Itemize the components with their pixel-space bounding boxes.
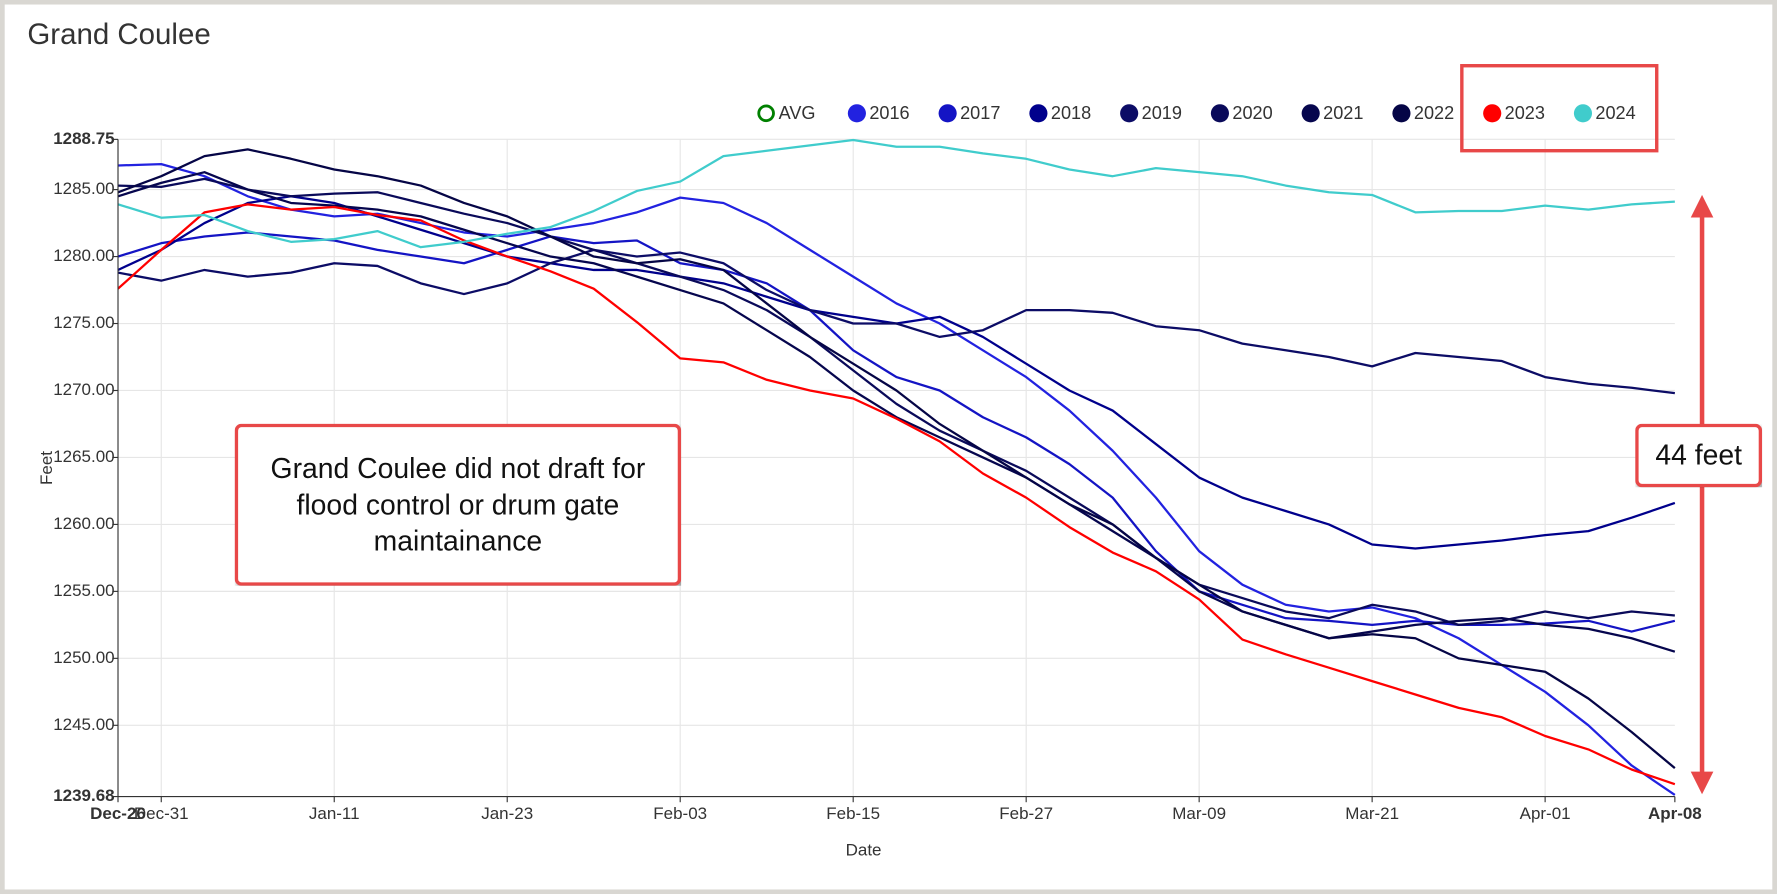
range-box: 44 feet — [1635, 423, 1763, 488]
legend-label: 2020 — [1232, 103, 1272, 123]
legend-marker — [1392, 104, 1411, 123]
x-tick-label: Feb-03 — [653, 804, 707, 823]
x-tick-label: Apr-08 — [1648, 804, 1702, 823]
legend-marker — [847, 104, 866, 123]
legend-label: 2023 — [1505, 103, 1545, 123]
legend-marker — [1301, 104, 1320, 123]
highlight-box — [1460, 64, 1659, 153]
legend-label: 2019 — [1142, 103, 1182, 123]
y-tick-label: 1285.00 — [53, 179, 114, 198]
series-line — [118, 203, 1676, 786]
series-line — [118, 171, 1676, 653]
y-tick-label: 1260.00 — [53, 514, 114, 533]
y-tick-label: 1288.75 — [53, 129, 114, 148]
x-tick-label: Jan-11 — [309, 804, 360, 823]
series-line — [118, 138, 1675, 249]
note-box: Grand Coulee did not draft for flood con… — [234, 423, 682, 586]
x-tick-label: Apr-01 — [1520, 804, 1571, 823]
y-tick-label: 1250.00 — [53, 648, 114, 667]
legend-label: 2022 — [1414, 103, 1454, 123]
range-text: 44 feet — [1635, 423, 1763, 488]
x-axis-label: Date — [846, 840, 882, 859]
series-line — [118, 248, 1675, 395]
y-tick-label: 1245.00 — [53, 715, 114, 734]
chart-title: Grand Coulee — [27, 18, 210, 51]
legend-marker — [1210, 104, 1229, 123]
legend: AVG 2016 2017 2018 2019 2020 2021 2022 2023 2024 — [757, 103, 1636, 123]
x-tick-label: Jan-23 — [481, 804, 533, 823]
x-tick-label: Dec-26 — [90, 804, 146, 823]
y-tick-label: 1239.68 — [53, 786, 114, 805]
axes: 1239.68 1245.00 1250.00 1255.00 1260.00 1265.… — [53, 129, 1702, 823]
legend-label: 2024 — [1595, 103, 1635, 123]
y-tick-label: 1265.00 — [53, 447, 114, 466]
x-tick-label: Dec-31 — [134, 804, 189, 823]
x-tick-label: Feb-15 — [826, 804, 880, 823]
series-line — [118, 177, 1675, 626]
x-tick-label: Feb-27 — [999, 804, 1053, 823]
y-tick-label: 1275.00 — [53, 313, 114, 332]
legend-label: 2021 — [1323, 103, 1363, 123]
y-axis-label: Feet — [37, 451, 56, 485]
legend-label: 2016 — [869, 103, 909, 123]
x-tick-label: Mar-09 — [1172, 804, 1226, 823]
legend-marker — [757, 104, 775, 123]
note-text: Grand Coulee did not draft for flood con… — [234, 423, 682, 586]
legend-label: 2017 — [960, 103, 1000, 123]
series-line — [118, 148, 1676, 770]
series-line — [118, 231, 1676, 633]
legend-marker — [1120, 104, 1139, 123]
x-tick-label: Mar-21 — [1345, 804, 1399, 823]
legend-label: AVG — [779, 103, 816, 123]
legend-label: 2018 — [1051, 103, 1091, 123]
plot-lines — [118, 138, 1676, 796]
legend-marker — [938, 104, 957, 123]
y-tick-label: 1280.00 — [53, 246, 114, 265]
y-tick-label: 1255.00 — [53, 581, 114, 600]
legend-marker — [1029, 104, 1048, 123]
legend-marker — [1573, 104, 1593, 123]
y-tick-label: 1270.00 — [53, 380, 114, 399]
series-line — [118, 163, 1676, 796]
legend-marker — [1483, 104, 1502, 123]
